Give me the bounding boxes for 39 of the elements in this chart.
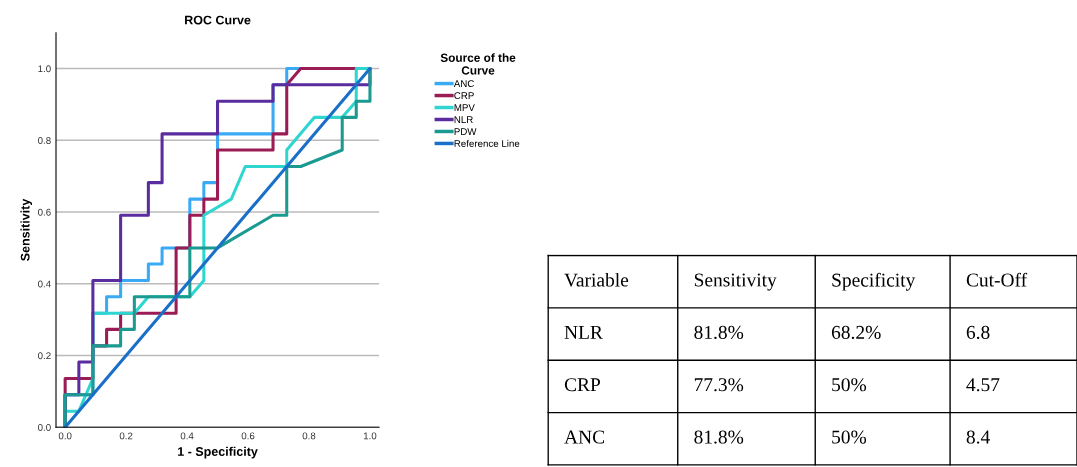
legend-label: MPV [454, 104, 475, 111]
x-tick-label: 0.6 [241, 432, 255, 440]
line-series [63, 67, 372, 428]
y-tick-label: 0.0 [38, 424, 51, 431]
text: NLR [564, 326, 603, 339]
x-tick-label: 0.0 [58, 432, 72, 440]
x-tick-label: 0.2 [119, 432, 133, 440]
legend-label: NLR [454, 116, 473, 123]
legend-label: ANC [453, 80, 474, 88]
text: 6.8 [966, 325, 990, 340]
category-label: Cut-Off [966, 272, 1028, 287]
text: 68.2% [831, 325, 881, 340]
y-tick-label: 0.6 [38, 208, 51, 216]
text: 8.4 [966, 430, 990, 444]
chart-title: ROC Curve [185, 15, 251, 25]
legend-label: CRP [454, 92, 474, 100]
y-axis-title: Sensitivity [20, 198, 33, 261]
y-tick-label: 0.2 [38, 352, 51, 360]
text: ANC [564, 430, 605, 444]
x-axis-title: 1 - Specificity [178, 446, 258, 459]
legend-label: PDW [454, 128, 477, 135]
text: 50% [832, 378, 867, 392]
x-tick-label: 0.8 [302, 432, 316, 440]
y-tick-label: 0.4 [38, 280, 51, 288]
x-tick-label: 0.4 [180, 432, 194, 440]
text: 50% [832, 430, 867, 444]
text: CRP [564, 378, 601, 392]
category-label: Sensitivity [694, 273, 777, 291]
text: 77.3% [694, 378, 744, 392]
text: 4.57 [966, 378, 1000, 392]
y-tick-label: 1.0 [38, 65, 51, 73]
category-label: Specificity [832, 272, 916, 291]
legend-label: Reference Line [454, 139, 520, 147]
text: 81.8% [694, 430, 744, 444]
y-tick-label: 0.8 [38, 137, 51, 144]
x-tick-label: 1.0 [363, 432, 377, 440]
legend-title: Source of the Curve [440, 53, 516, 75]
category-label: Variable [564, 272, 629, 287]
text: 81.8% [694, 325, 744, 340]
